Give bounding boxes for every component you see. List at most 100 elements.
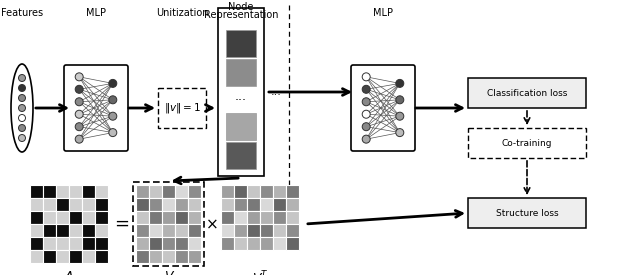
Bar [136,250,149,263]
Circle shape [362,98,370,106]
Bar [286,211,299,224]
Bar [260,237,273,250]
Text: Classification loss: Classification loss [487,89,567,98]
Bar [260,185,273,198]
Bar [247,224,260,237]
Text: MLP: MLP [86,8,106,18]
Circle shape [19,84,26,92]
Bar [273,224,286,237]
Bar [286,224,299,237]
Bar [273,185,286,198]
Bar [260,224,273,237]
Bar [468,78,586,108]
Bar [175,224,188,237]
Bar [162,198,175,211]
Circle shape [109,79,117,87]
Bar [218,8,264,176]
Text: ...: ... [235,89,247,103]
Bar [69,185,82,198]
Circle shape [19,75,26,81]
Bar [149,224,162,237]
Bar [188,224,201,237]
Bar [221,198,234,211]
Bar [221,224,234,237]
Bar [468,128,586,158]
Bar [175,185,188,198]
Bar [43,211,56,224]
Bar [82,237,95,250]
Bar [43,250,56,263]
Bar [136,211,149,224]
Bar [82,250,95,263]
Bar [30,237,43,250]
Bar [95,198,108,211]
Bar [175,250,188,263]
Bar [95,237,108,250]
Bar [188,237,201,250]
Bar [226,113,256,140]
Bar [56,250,69,263]
Text: $\times$: $\times$ [205,216,218,232]
Circle shape [76,98,83,106]
Bar [188,250,201,263]
Circle shape [19,134,26,142]
Bar [247,198,260,211]
Text: Representation: Representation [204,10,278,20]
Bar [234,237,247,250]
Text: MLP: MLP [373,8,393,18]
Bar [56,224,69,237]
Bar [69,224,82,237]
Circle shape [362,110,370,118]
Bar [234,224,247,237]
Circle shape [19,95,26,101]
Bar [82,211,95,224]
Bar [69,198,82,211]
Bar [149,237,162,250]
Text: =: = [115,215,129,233]
Bar [30,185,43,198]
Bar [162,237,175,250]
Bar [95,211,108,224]
Bar [188,198,201,211]
Circle shape [396,96,404,104]
Circle shape [19,114,26,122]
Bar [162,185,175,198]
Text: ...: ... [271,87,282,97]
Bar [162,224,175,237]
Bar [95,224,108,237]
Bar [136,198,149,211]
Bar [56,198,69,211]
Bar [133,182,204,266]
Bar [188,211,201,224]
Bar [162,211,175,224]
Bar [149,198,162,211]
Circle shape [19,104,26,111]
Bar [82,224,95,237]
Bar [43,185,56,198]
Bar [468,198,586,228]
Bar [273,211,286,224]
Circle shape [396,129,404,137]
Circle shape [19,125,26,131]
Circle shape [362,85,370,93]
Bar [273,198,286,211]
Bar [136,224,149,237]
Bar [149,185,162,198]
Bar [95,185,108,198]
Bar [136,237,149,250]
Bar [30,224,43,237]
Bar [69,237,82,250]
Text: V: V [164,270,173,275]
Bar [69,250,82,263]
Bar [162,250,175,263]
Bar [95,250,108,263]
Bar [260,211,273,224]
Bar [234,211,247,224]
Bar [30,198,43,211]
Bar [43,224,56,237]
Bar [56,185,69,198]
Bar [234,198,247,211]
Circle shape [396,79,404,87]
Bar [234,185,247,198]
FancyBboxPatch shape [158,88,206,128]
